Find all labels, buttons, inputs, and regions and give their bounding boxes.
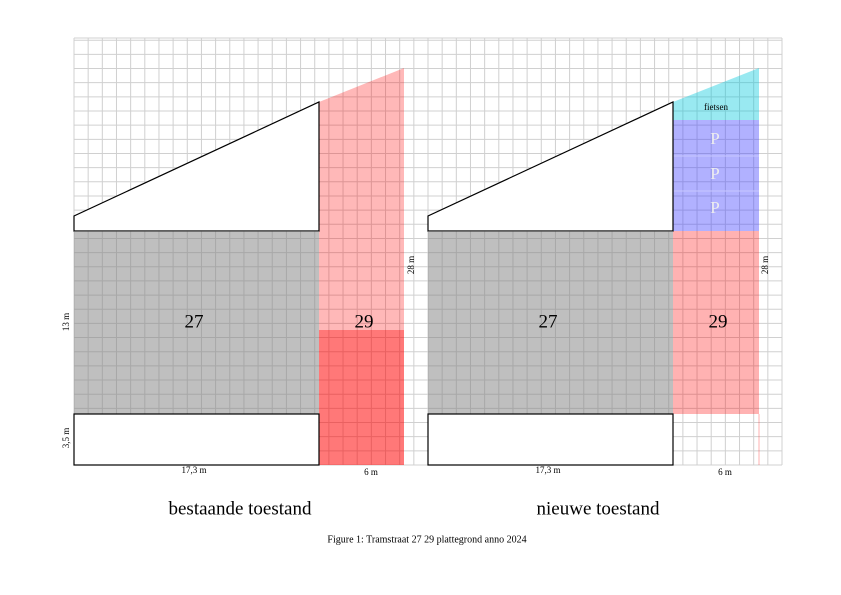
parking-label: P (710, 129, 719, 148)
dimension: 28 m (760, 256, 770, 274)
building-27 (428, 231, 673, 414)
unit-label: 27 (539, 311, 558, 332)
panel-caption: nieuwe toestand (537, 498, 660, 519)
parking-area (673, 120, 759, 231)
parking-label: P (710, 164, 719, 183)
building-27 (74, 231, 319, 414)
dimension: 3,5 m (61, 428, 71, 449)
dimension: 17,3 m (181, 465, 206, 475)
dimension: 6 m (364, 467, 378, 477)
unit-label: 29 (355, 311, 374, 332)
figure-caption: Figure 1: Tramstraat 27 29 plattegrond a… (327, 534, 526, 545)
parking-label: P (710, 198, 719, 217)
bike-label: fietsen (704, 102, 728, 112)
building-29 (673, 231, 759, 414)
garden-27 (427, 101, 674, 232)
building-29 (319, 330, 404, 465)
front-27 (427, 413, 674, 466)
dimension: 13 m (61, 313, 71, 331)
unit-label: 29 (709, 311, 728, 332)
dimension: 28 m (406, 256, 416, 274)
dimension: 6 m (718, 467, 732, 477)
front-27 (73, 413, 320, 466)
garden-27 (73, 101, 320, 232)
unit-label: 27 (185, 311, 204, 332)
panel-caption: bestaande toestand (169, 498, 312, 519)
bike-area (673, 68, 759, 120)
plot-29 (319, 68, 404, 465)
dimension: 17,3 m (535, 465, 560, 475)
